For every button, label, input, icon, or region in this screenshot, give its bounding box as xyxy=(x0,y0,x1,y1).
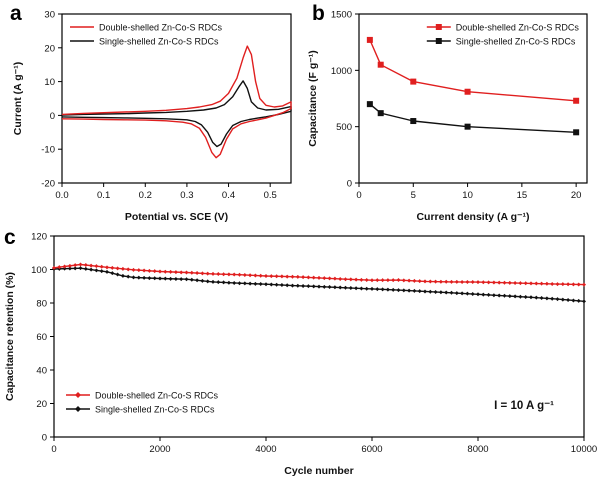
svg-text:120: 120 xyxy=(31,232,47,243)
svg-text:Capacitance (F g⁻¹): Capacitance (F g⁻¹) xyxy=(307,50,319,147)
svg-text:Single-shelled Zn-Co-S RDCs: Single-shelled Zn-Co-S RDCs xyxy=(99,37,219,47)
svg-text:Current (A g⁻¹): Current (A g⁻¹) xyxy=(12,62,24,135)
svg-text:4000: 4000 xyxy=(255,444,276,455)
svg-text:80: 80 xyxy=(36,299,47,310)
svg-text:20: 20 xyxy=(36,399,47,410)
svg-text:Potential vs. SCE (V): Potential vs. SCE (V) xyxy=(125,211,228,223)
cycling-stability-chart: 0 2000 4000 6000 8000 10000 0 20 40 60 80 100 120 Cyc… xyxy=(4,232,597,478)
svg-text:2000: 2000 xyxy=(149,444,170,455)
svg-text:Current density (A g⁻¹): Current density (A g⁻¹) xyxy=(416,211,529,223)
svg-text:Double-shelled Zn-Co-S RDCs: Double-shelled Zn-Co-S RDCs xyxy=(456,23,580,33)
svg-text:20: 20 xyxy=(571,190,582,201)
svg-text:10: 10 xyxy=(462,190,473,201)
svg-text:10000: 10000 xyxy=(571,444,597,455)
svg-text:I = 10 A g⁻¹: I = 10 A g⁻¹ xyxy=(494,400,554,412)
svg-text:0.1: 0.1 xyxy=(97,190,110,201)
svg-text:0: 0 xyxy=(356,190,361,201)
panel-label-b: b xyxy=(312,2,325,25)
svg-text:0: 0 xyxy=(50,111,55,122)
svg-text:Double-shelled Zn-Co-S RDCs: Double-shelled Zn-Co-S RDCs xyxy=(95,391,219,401)
svg-text:1500: 1500 xyxy=(331,10,352,21)
svg-text:40: 40 xyxy=(36,366,47,377)
svg-text:0.5: 0.5 xyxy=(264,190,277,201)
svg-text:0.3: 0.3 xyxy=(180,190,193,201)
svg-text:15: 15 xyxy=(517,190,528,201)
svg-text:8000: 8000 xyxy=(467,444,488,455)
svg-text:0: 0 xyxy=(347,179,352,190)
svg-text:60: 60 xyxy=(36,332,47,343)
svg-text:Capacitance retention (%): Capacitance retention (%) xyxy=(4,272,16,401)
svg-text:5: 5 xyxy=(411,190,416,201)
svg-text:Double-shelled Zn-Co-S RDCs: Double-shelled Zn-Co-S RDCs xyxy=(99,23,223,33)
cv-curves-chart: 0.0 0.1 0.2 0.3 0.4 0.5 -20 -10 0 10 20 30 Potential… xyxy=(12,10,292,223)
svg-text:Single-shelled Zn-Co-S RDCs: Single-shelled Zn-Co-S RDCs xyxy=(95,405,215,415)
svg-text:6000: 6000 xyxy=(361,444,382,455)
svg-text:0.2: 0.2 xyxy=(139,190,152,201)
svg-text:0: 0 xyxy=(51,444,56,455)
svg-text:-20: -20 xyxy=(41,179,55,190)
svg-text:20: 20 xyxy=(44,43,55,54)
svg-text:100: 100 xyxy=(31,265,47,276)
svg-text:1000: 1000 xyxy=(331,66,352,77)
svg-text:0.0: 0.0 xyxy=(55,190,68,201)
rate-capability-chart: 0 5 10 15 20 0 500 1000 1500 Current density (A g… xyxy=(307,10,588,223)
svg-text:30: 30 xyxy=(44,10,55,21)
panel-label-c: c xyxy=(4,226,16,249)
svg-text:Single-shelled Zn-Co-S RDCs: Single-shelled Zn-Co-S RDCs xyxy=(456,37,576,47)
svg-text:Cycle number: Cycle number xyxy=(284,465,353,477)
svg-text:0.4: 0.4 xyxy=(222,190,235,201)
panel-label-a: a xyxy=(10,2,22,25)
svg-text:-10: -10 xyxy=(41,145,55,156)
svg-text:10: 10 xyxy=(44,77,55,88)
svg-text:500: 500 xyxy=(336,122,352,133)
svg-text:0: 0 xyxy=(42,433,47,444)
